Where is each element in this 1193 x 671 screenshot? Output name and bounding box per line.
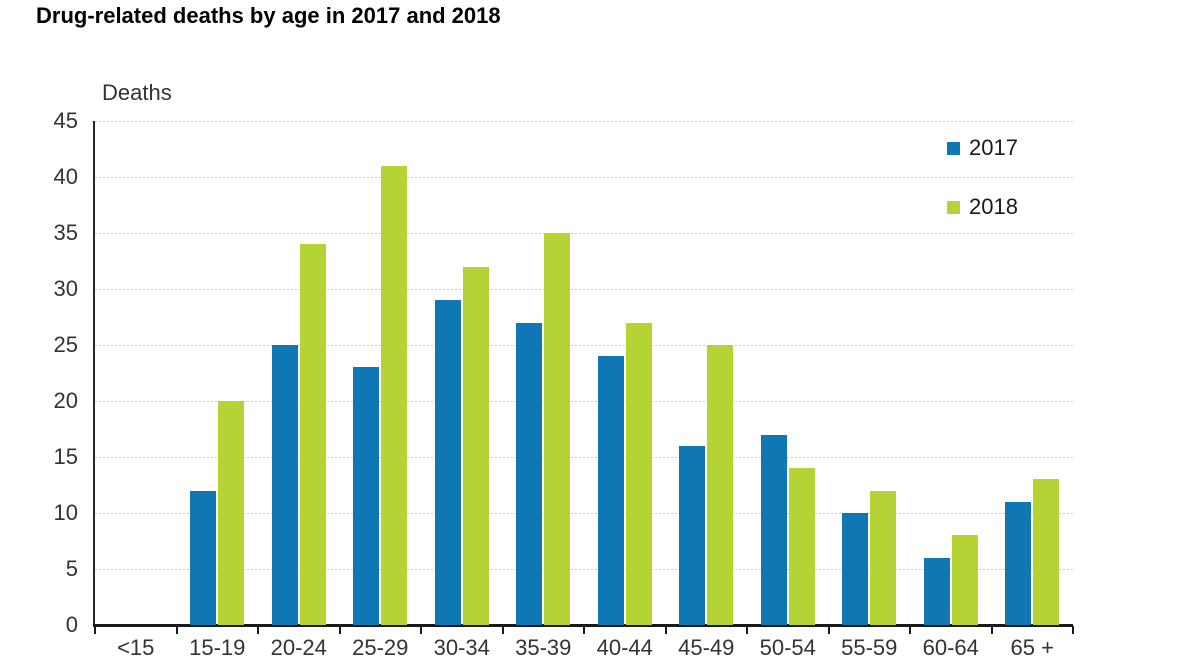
x-tick-label: 30-34 — [433, 635, 490, 660]
bar-2018-30-34 — [462, 266, 489, 625]
gridline — [95, 456, 1073, 458]
axis-tick — [420, 626, 422, 634]
gridline — [95, 120, 1073, 122]
bar-2017-30-34 — [434, 300, 461, 625]
y-tick-label: 20 — [53, 388, 78, 413]
axis-tick — [664, 626, 667, 634]
bar-2017-15-19 — [190, 490, 217, 625]
axis-tick — [94, 626, 96, 634]
plot-area: 2017 2018 — [93, 120, 1074, 634]
chart-title: Drug-related deaths by age in 2017 and 2… — [36, 3, 501, 28]
axis-tick — [175, 626, 178, 634]
axis-tick — [257, 626, 259, 634]
axis-tick — [990, 626, 993, 634]
gridline — [95, 344, 1073, 346]
x-tick-label: 20-24 — [270, 635, 327, 660]
legend-label-2017: 2017 — [969, 135, 1018, 160]
x-tick-label: 55-59 — [841, 635, 898, 660]
x-tick-label: 25-29 — [352, 635, 409, 660]
axis-tick — [583, 626, 585, 634]
y-tick-label: 30 — [53, 276, 78, 301]
x-tick-label: 40-44 — [596, 635, 653, 660]
gridline — [95, 176, 1073, 178]
bar-2017-40-44 — [597, 356, 624, 625]
axis-tick — [338, 626, 341, 634]
bar-2018-50-54 — [788, 468, 815, 625]
bar-2018-65 + — [1033, 479, 1060, 625]
legend-swatch-2017 — [947, 141, 960, 155]
bar-2018-20-24 — [299, 244, 326, 625]
x-tick-label: 15-19 — [189, 635, 246, 660]
y-tick-label: 0 — [65, 612, 78, 637]
x-tick-label: 65 + — [1010, 635, 1054, 660]
bar-2017-50-54 — [760, 434, 787, 625]
bar-2018-35-39 — [544, 233, 571, 625]
axis-tick — [827, 626, 830, 634]
x-tick-label: 45-49 — [678, 635, 735, 660]
gridline — [95, 568, 1073, 570]
bar-2017-45-49 — [679, 445, 706, 625]
y-tick-label: 45 — [53, 108, 78, 133]
x-axis-line — [93, 624, 1073, 627]
axis-tick — [909, 626, 911, 634]
legend-label-2018: 2018 — [969, 194, 1018, 219]
gridline — [95, 512, 1073, 514]
x-tick-label: <15 — [117, 635, 155, 660]
gridline — [95, 400, 1073, 402]
bar-2018-40-44 — [625, 322, 652, 625]
y-tick-label: 5 — [65, 556, 78, 581]
x-tick-label: 60-64 — [922, 635, 979, 660]
y-tick-label: 35 — [53, 220, 78, 245]
axis-tick — [746, 626, 748, 634]
bar-2018-55-59 — [870, 490, 897, 625]
x-tick-label: 50-54 — [759, 635, 816, 660]
bar-2017-25-29 — [353, 367, 380, 625]
y-tick-label: 10 — [53, 500, 78, 525]
legend-swatch-2018 — [947, 200, 960, 214]
bar-2017-55-59 — [842, 513, 869, 625]
gridline — [95, 288, 1073, 290]
bar-2017-20-24 — [271, 345, 298, 625]
axis-tick — [1072, 626, 1074, 634]
legend-item-2018: 2018 — [947, 194, 1018, 220]
y-axis-title: Deaths — [102, 80, 172, 105]
legend: 2017 2018 — [947, 135, 1018, 220]
x-axis-labels: <15 15-19 20-24 25-29 30-34 35-39 40-44 45-49 50… — [95, 635, 1073, 663]
y-axis-line — [93, 121, 95, 625]
gridline — [95, 232, 1073, 234]
y-tick-label: 15 — [53, 444, 78, 469]
bar-2017-35-39 — [516, 322, 543, 625]
y-tick-label: 25 — [53, 332, 78, 357]
bar-2018-60-64 — [951, 535, 978, 625]
axis-tick — [501, 626, 504, 634]
bar-2018-25-29 — [381, 165, 408, 625]
y-tick-label: 40 — [53, 164, 78, 189]
bar-2018-45-49 — [707, 345, 734, 625]
bar-2017-65 + — [1005, 501, 1032, 625]
legend-item-2017: 2017 — [947, 135, 1018, 161]
bar-2017-60-64 — [923, 557, 950, 625]
x-tick-label: 35-39 — [515, 635, 572, 660]
bar-2018-15-19 — [218, 401, 245, 625]
y-axis-labels: 0 5 10 15 20 25 30 35 40 45 — [20, 109, 78, 637]
